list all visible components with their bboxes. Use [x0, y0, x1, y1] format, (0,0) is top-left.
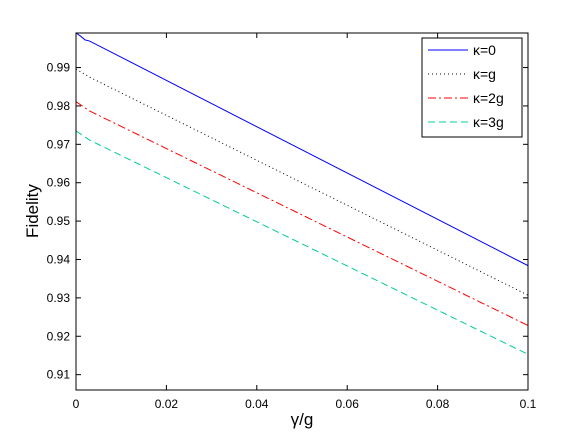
x-tick-label: 0	[73, 397, 80, 411]
y-axis-label: Fidelity	[23, 184, 42, 238]
series-line-4	[75, 130, 529, 355]
y-tick-label: 0.93	[47, 291, 71, 305]
y-tick-label: 0.98	[47, 99, 71, 113]
plot-frame	[75, 32, 529, 391]
legend-label-1: κ=0	[473, 42, 496, 58]
x-axis-label: γ/g	[291, 410, 314, 429]
y-tick-label: 0.99	[47, 61, 71, 75]
legend-label-3: κ=2g	[473, 90, 504, 106]
series-line-3	[75, 101, 529, 326]
x-tick-label: 0.04	[245, 397, 269, 411]
legend: κ=0 κ=g κ=2g κ=3g	[421, 37, 523, 138]
y-tick-label: 0.96	[47, 176, 71, 190]
legend-items: κ=0 κ=g κ=2g κ=3g	[428, 42, 504, 130]
series-line-1	[75, 32, 529, 267]
x-tick-labels: 0 0.02 0.04 0.06 0.08 0.1	[73, 397, 537, 411]
x-tick-label: 0.06	[336, 397, 360, 411]
y-tick-label: 0.91	[47, 368, 71, 382]
legend-label-4: κ=3g	[473, 114, 504, 130]
x-tick-label: 0.08	[426, 397, 450, 411]
y-tick-label: 0.95	[47, 214, 71, 228]
y-tick-label: 0.94	[47, 252, 71, 266]
y-tick-label: 0.97	[47, 137, 71, 151]
series-lines	[75, 32, 529, 355]
y-ticks	[76, 67, 528, 376]
x-tick-label: 0.1	[520, 397, 537, 411]
legend-label-2: κ=g	[473, 66, 496, 82]
y-tick-label: 0.92	[47, 329, 71, 343]
y-tick-labels: 0.91 0.92 0.93 0.94 0.95 0.96 0.97 0.98 0.99	[47, 61, 71, 382]
x-tick-label: 0.02	[155, 397, 179, 411]
legend-box	[421, 37, 523, 138]
